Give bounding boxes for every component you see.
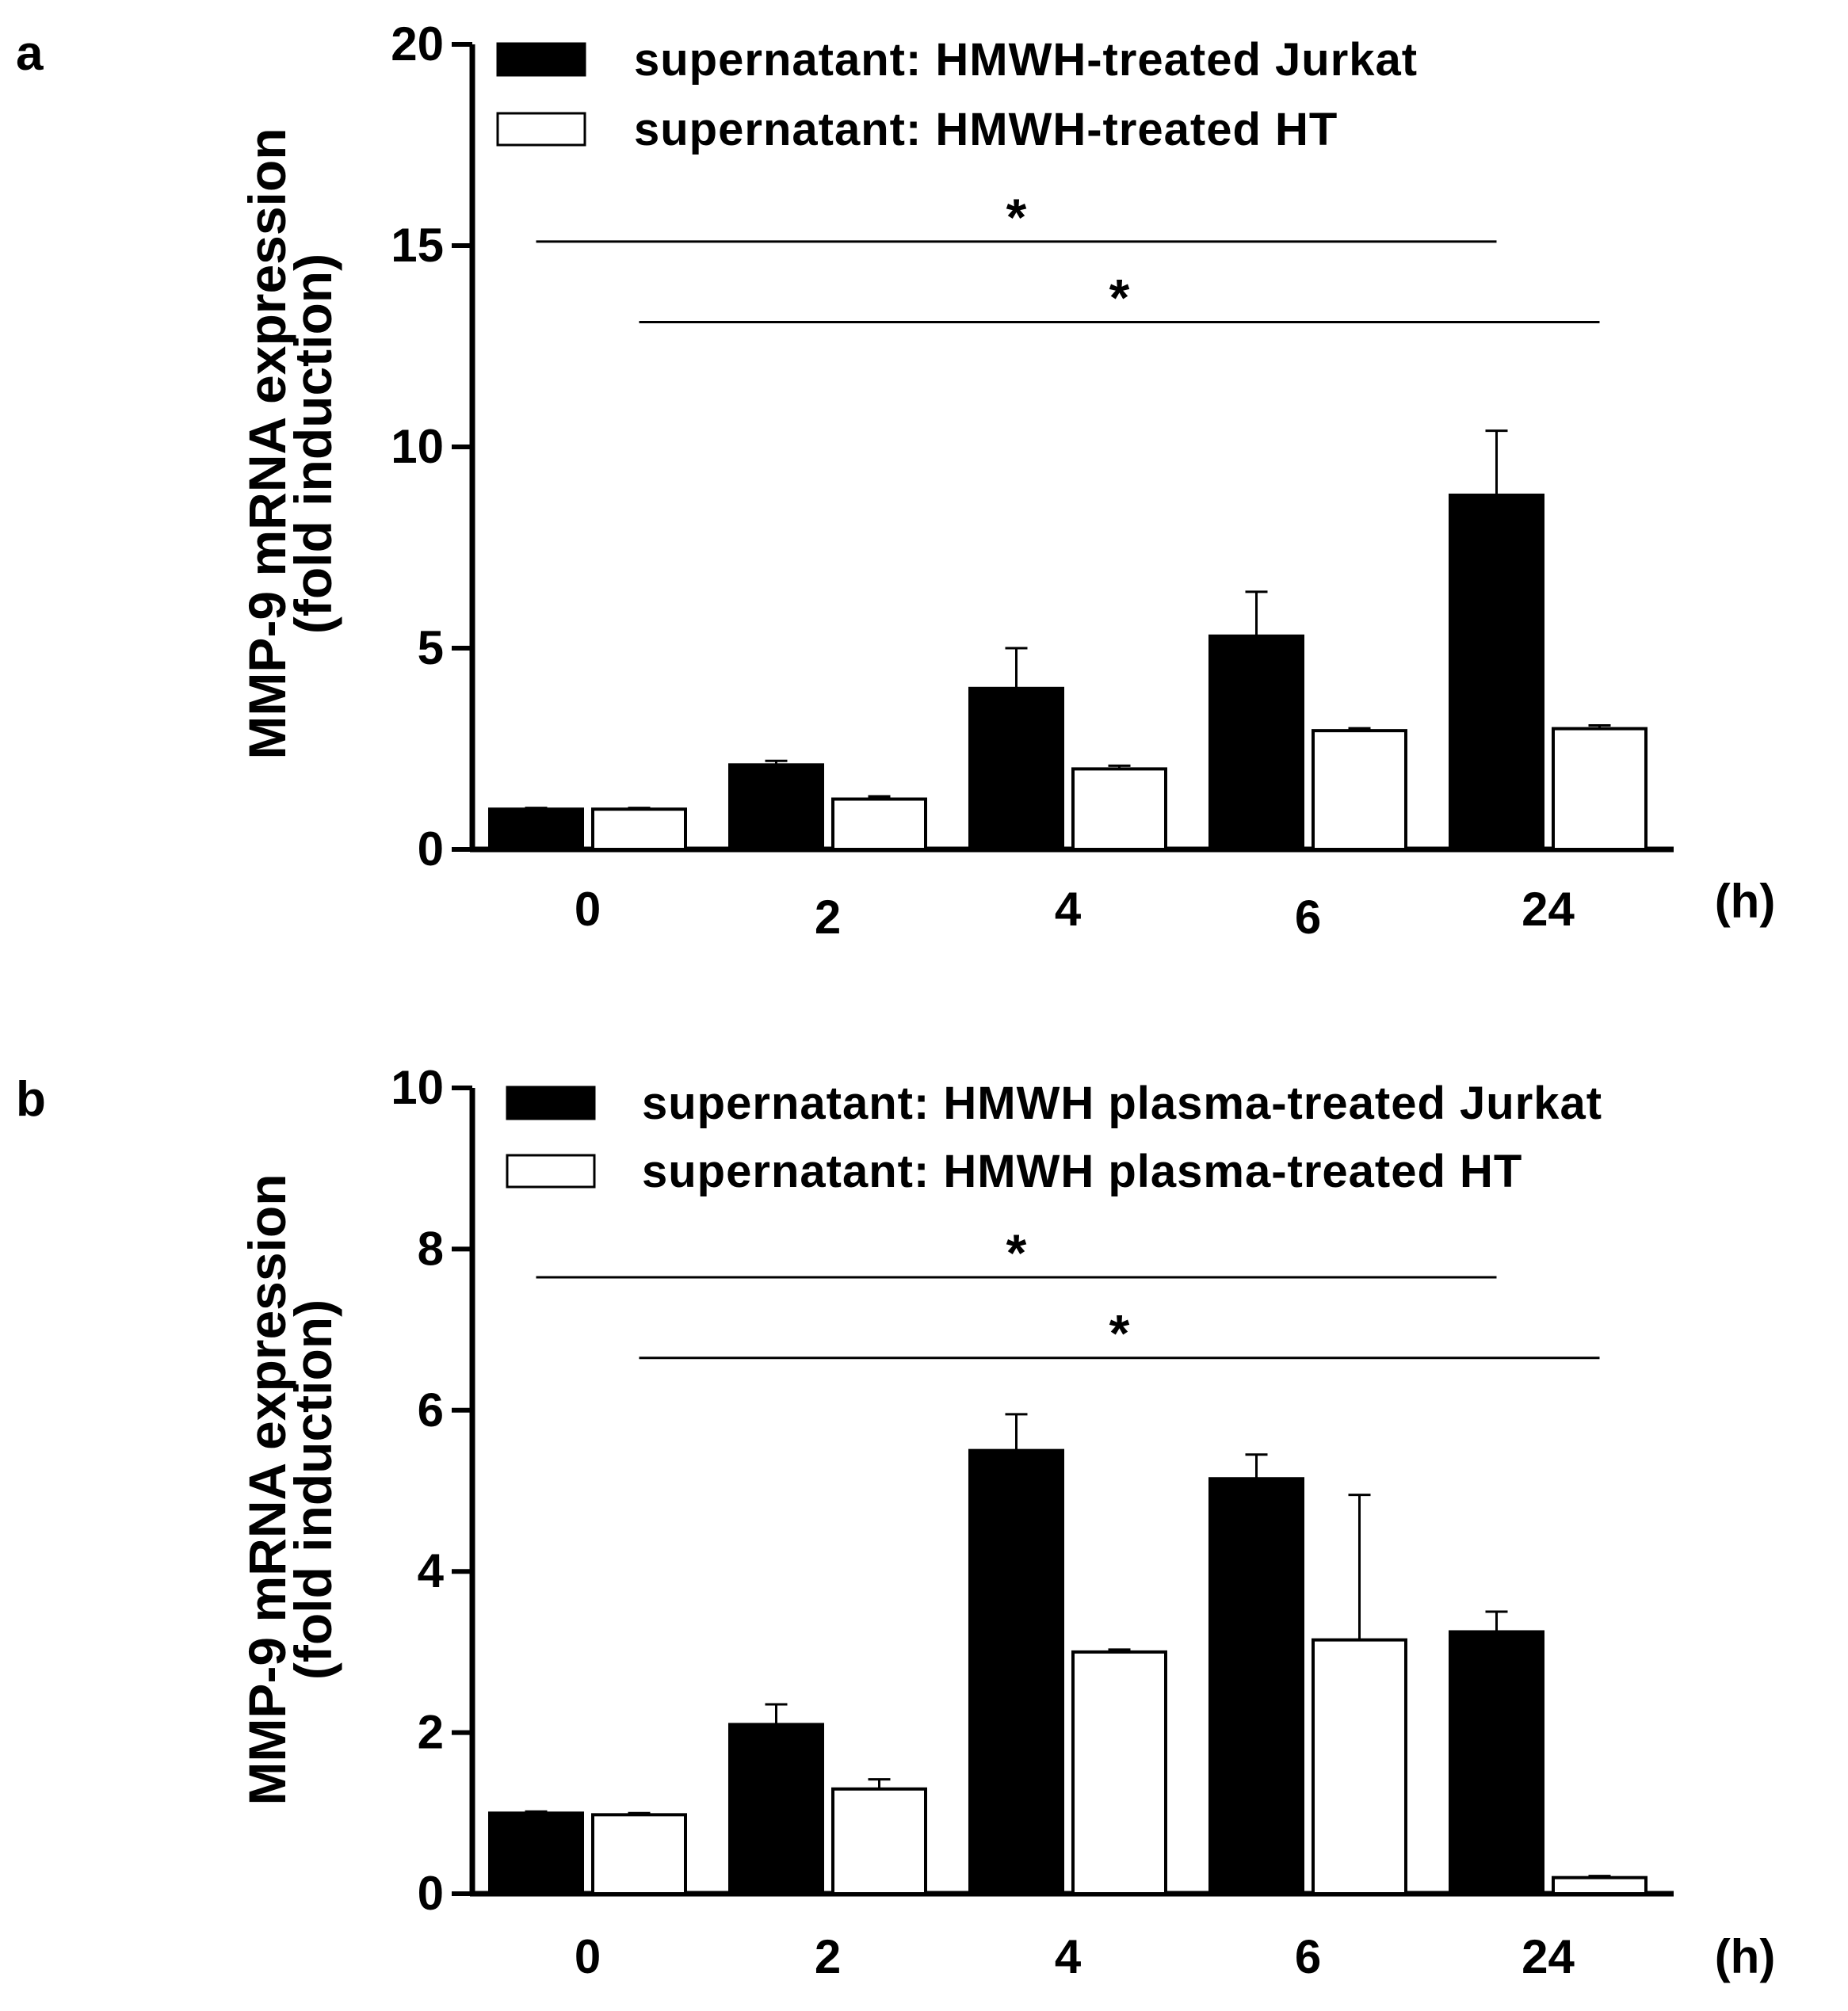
legend-swatch (506, 1086, 596, 1120)
x-tick-label: 2 (815, 1930, 841, 1983)
significance-star: * (1109, 269, 1130, 327)
y-tick-label: 10 (391, 1061, 444, 1114)
x-tick-label: 6 (1295, 891, 1321, 944)
y-tick-label: 0 (418, 1867, 444, 1920)
y-tick-label: 15 (391, 219, 444, 272)
bar-jurkat (728, 763, 824, 852)
bar-jurkat (968, 686, 1064, 851)
bar-ht (1071, 767, 1167, 852)
x-tick-label: 6 (1295, 1930, 1321, 1983)
panel-letter: a (16, 26, 44, 81)
bar-jurkat (968, 1448, 1064, 1895)
x-tick-label: 24 (1522, 1930, 1575, 1983)
chart-panel-a: a MMP-9 mRNA expression(fold induction) 0 5… (16, 17, 1775, 944)
bar-ht (591, 1813, 687, 1895)
y-tick-label: 2 (418, 1706, 444, 1759)
bar-ht (1552, 1876, 1648, 1895)
legend-label: supernatant: HMWH plasma-treated HT (642, 1146, 1522, 1197)
x-axis-unit: (h) (1715, 875, 1776, 928)
y-axis-label-line2: (fold induction) (284, 254, 342, 634)
x-tick-label: 4 (1055, 1930, 1082, 1983)
y-tick-label: 6 (418, 1383, 444, 1437)
y-tick-label: 4 (418, 1544, 445, 1597)
bar-jurkat (1449, 1630, 1544, 1896)
bar-ht (1312, 1638, 1407, 1896)
significance-star: * (1006, 188, 1027, 246)
y-tick-label: 0 (418, 822, 444, 876)
bar-ht (591, 807, 687, 852)
bar-jurkat (1208, 634, 1304, 851)
y-tick-label: 5 (418, 621, 444, 674)
bar-jurkat (1208, 1477, 1304, 1895)
y-tick-label: 20 (391, 17, 444, 71)
bar-ht (831, 797, 927, 851)
bar-ht (1312, 729, 1407, 852)
legend-label: supernatant: HMWH-treated HT (634, 104, 1338, 155)
y-axis-label: MMP-9 mRNA expression (238, 1173, 296, 1805)
bar-jurkat (1449, 493, 1544, 852)
x-tick-label: 4 (1055, 883, 1082, 936)
bar-jurkat (728, 1723, 824, 1895)
legend-swatch (496, 112, 586, 147)
chart-panel-b: b MMP-9 mRNA expression(fold induction) 0 2… (16, 1061, 1775, 1983)
x-axis-unit: (h) (1715, 1930, 1776, 1983)
legend-label: supernatant: HMWH-treated Jurkat (634, 34, 1418, 86)
panel-letter: b (16, 1072, 46, 1127)
x-tick-label: 2 (815, 891, 841, 944)
legend-label: supernatant: HMWH plasma-treated Jurkat (642, 1078, 1602, 1129)
y-axis-label-line2: (fold induction) (284, 1299, 342, 1680)
significance-star: * (1006, 1223, 1027, 1282)
bar-ht (1552, 727, 1648, 851)
legend-swatch (496, 42, 586, 77)
bar-ht (831, 1787, 927, 1896)
legend-swatch (506, 1154, 596, 1189)
y-tick-label: 8 (418, 1222, 444, 1275)
x-tick-label: 24 (1522, 883, 1575, 936)
x-tick-label: 0 (575, 883, 601, 936)
x-tick-label: 0 (575, 1930, 601, 1983)
bar-jurkat (488, 807, 584, 852)
y-axis-label: MMP-9 mRNA expression (238, 128, 296, 759)
significance-star: * (1109, 1304, 1130, 1363)
bar-jurkat (488, 1811, 584, 1896)
bar-ht (1071, 1650, 1167, 1895)
y-tick-label: 10 (391, 420, 444, 473)
